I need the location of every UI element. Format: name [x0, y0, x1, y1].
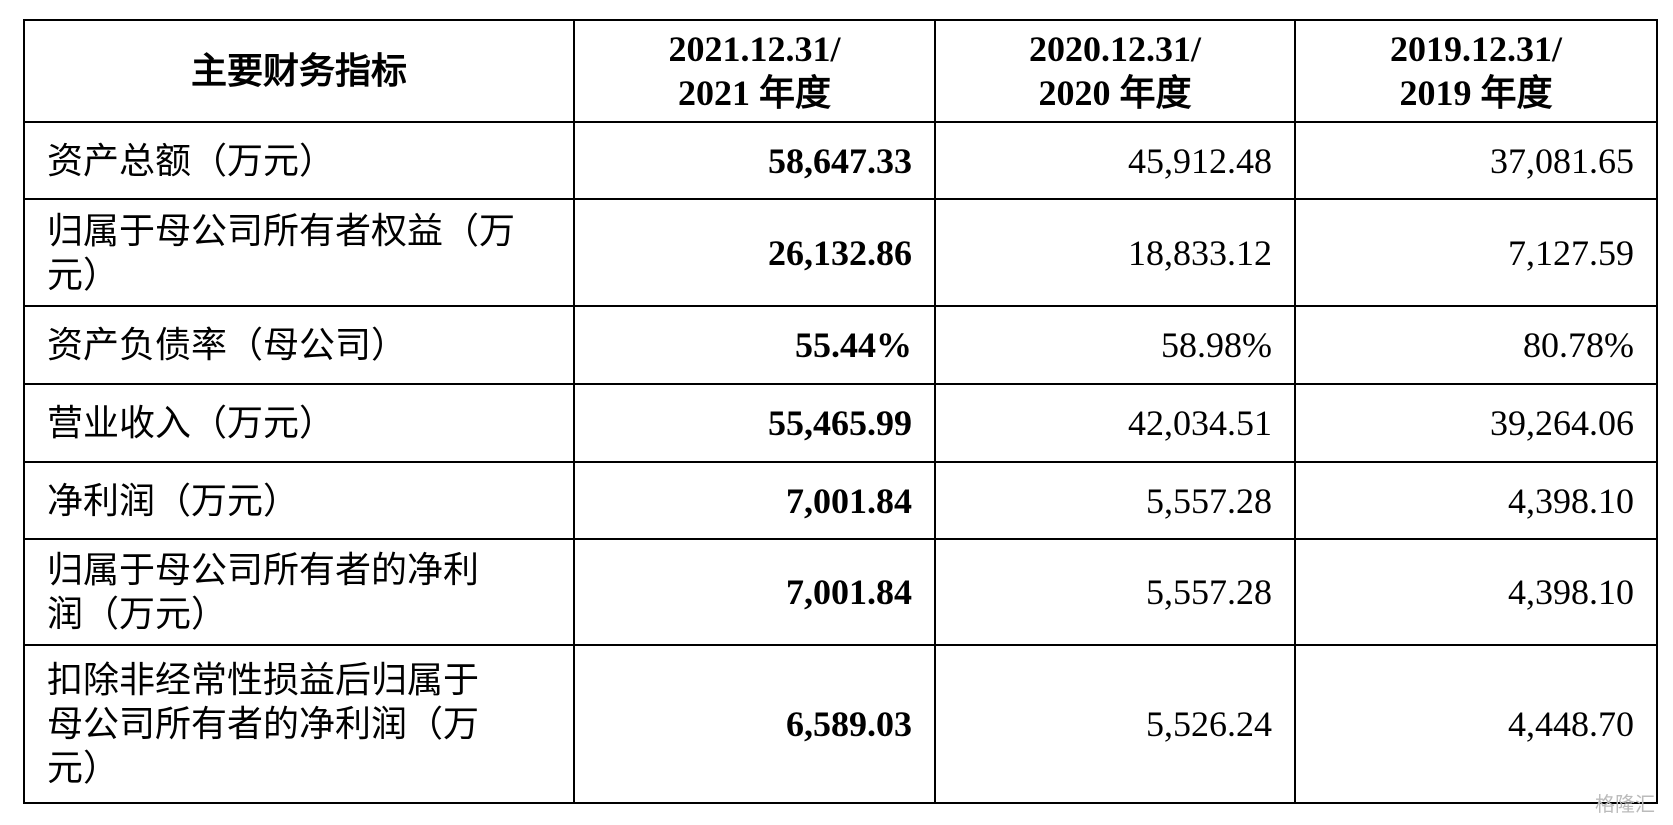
- value-cell: 45,912.48: [934, 121, 1296, 200]
- value-cell: 39,264.06: [1294, 383, 1658, 463]
- text-line: 润（万元）: [47, 594, 228, 634]
- value-cell: 55.44%: [573, 305, 936, 385]
- text-line: 归属于母公司所有者的净利: [47, 550, 480, 590]
- table-row: 扣除非经常性损益后归属于 母公司所有者的净利润（万 元） 6,589.03 5,526.…: [23, 644, 1658, 804]
- value-cell: 26,132.86: [573, 198, 936, 307]
- value-cell: 5,557.28: [934, 538, 1296, 646]
- value-cell: 7,001.84: [573, 538, 936, 646]
- text-line: 扣除非经常性损益后归属于: [47, 660, 480, 700]
- text-line: 元）: [47, 748, 120, 788]
- value-cell: 80.78%: [1294, 305, 1658, 385]
- table-row: 资产负债率（母公司） 55.44% 58.98% 80.78%: [23, 305, 1658, 385]
- value-cell: 55,465.99: [573, 383, 936, 463]
- header-row: 主要财务指标 2021.12.31/2021 年度 2020.12.31/2020 …: [23, 19, 1658, 123]
- text-line: 资产负债率（母公司）: [47, 325, 408, 365]
- text-line: 主要财务指标: [190, 51, 407, 91]
- row-label: 营业收入（万元）: [23, 383, 575, 463]
- value-cell: 58.98%: [934, 305, 1296, 385]
- text-line: 元）: [47, 254, 120, 295]
- row-label: 净利润（万元）: [23, 461, 575, 540]
- text-line: 营业收入（万元）: [47, 403, 336, 443]
- text-line: 资产总额（万元）: [47, 140, 336, 181]
- header-cell: 2020.12.31/2020 年度: [934, 19, 1296, 123]
- text-line: 归属于母公司所有者权益（万: [47, 210, 516, 251]
- text-line: 2020 年度: [1038, 73, 1192, 113]
- row-label: 归属于母公司所有者权益（万 元）: [23, 198, 575, 307]
- table-row: 归属于母公司所有者的净利 润（万元） 7,001.84 5,557.28 4,398.1…: [23, 538, 1658, 646]
- row-label: 资产总额（万元）: [23, 121, 575, 200]
- text-line: 2021.12.31/: [668, 29, 841, 69]
- row-label: 归属于母公司所有者的净利 润（万元）: [23, 538, 575, 646]
- financial-table: 主要财务指标 2021.12.31/2021 年度 2020.12.31/2020 …: [23, 19, 1658, 804]
- value-cell: 4,448.70: [1294, 644, 1658, 804]
- table-row: 资产总额（万元） 58,647.33 45,912.48 37,081.65: [23, 121, 1658, 200]
- value-cell: 6,589.03: [573, 644, 936, 804]
- row-label: 资产负债率（母公司）: [23, 305, 575, 385]
- value-cell: 42,034.51: [934, 383, 1296, 463]
- text-line: 净利润（万元）: [47, 480, 300, 521]
- value-cell: 58,647.33: [573, 121, 936, 200]
- value-cell: 37,081.65: [1294, 121, 1658, 200]
- text-line: 母公司所有者的净利润（万: [47, 704, 480, 744]
- table-row: 归属于母公司所有者权益（万 元） 26,132.86 18,833.12 7,127.5…: [23, 198, 1658, 307]
- header-cell: 2021.12.31/2021 年度: [573, 19, 936, 123]
- table-row: 净利润（万元） 7,001.84 5,557.28 4,398.10: [23, 461, 1658, 540]
- value-cell: 4,398.10: [1294, 461, 1658, 540]
- header-cell: 2019.12.31/2019 年度: [1294, 19, 1658, 123]
- text-line: 2020.12.31/: [1028, 29, 1201, 69]
- value-cell: 5,526.24: [934, 644, 1296, 804]
- header-cell: 主要财务指标: [23, 19, 575, 123]
- watermark: 格隆汇: [1595, 792, 1655, 816]
- row-label: 扣除非经常性损益后归属于 母公司所有者的净利润（万 元）: [23, 644, 575, 804]
- text-line: 2019.12.31/: [1389, 29, 1562, 69]
- value-cell: 18,833.12: [934, 198, 1296, 307]
- value-cell: 7,001.84: [573, 461, 936, 540]
- value-cell: 4,398.10: [1294, 538, 1658, 646]
- text-line: 2019 年度: [1399, 73, 1553, 113]
- value-cell: 7,127.59: [1294, 198, 1658, 307]
- text-line: 2021 年度: [677, 73, 831, 113]
- table-row: 营业收入（万元） 55,465.99 42,034.51 39,264.06: [23, 383, 1658, 463]
- value-cell: 5,557.28: [934, 461, 1296, 540]
